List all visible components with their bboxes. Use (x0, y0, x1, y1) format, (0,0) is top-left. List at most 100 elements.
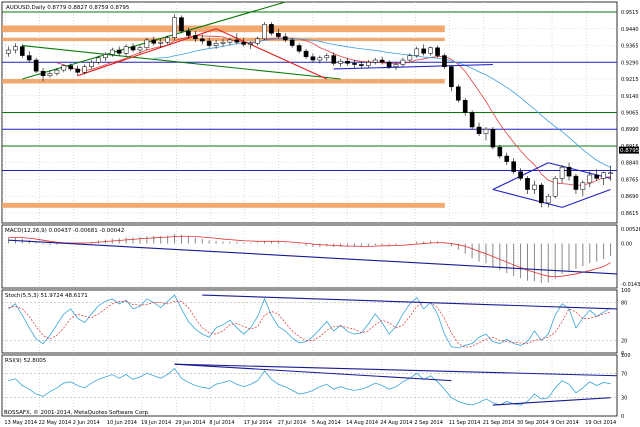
x-tick-label: 2 Jun 2014 (73, 420, 100, 426)
macd-histogram-bar (139, 237, 141, 244)
trend-line (333, 63, 493, 70)
candle-body (75, 68, 80, 73)
candle-body (158, 41, 164, 44)
candle-body (525, 178, 530, 190)
x-tick-label: 8 Jul 2014 (209, 420, 234, 426)
macd-histogram-bar (492, 243, 494, 267)
last-price-marker (619, 146, 639, 154)
candle-body (449, 66, 454, 88)
macd-histogram-bar (125, 237, 127, 244)
macd-histogram-bar (430, 240, 432, 244)
candle-body (220, 41, 226, 44)
macd-histogram-bar (520, 243, 522, 279)
stoch-k-line (8, 294, 611, 349)
macd-trend-line (8, 239, 618, 275)
macd-histogram-bar (298, 243, 300, 245)
candle-body (82, 66, 87, 73)
candle-body (186, 30, 191, 36)
macd-histogram-bar (381, 243, 383, 245)
stoch-y-tick-label: 20 (621, 338, 627, 344)
candle-body (442, 55, 447, 67)
candle-body (428, 47, 433, 54)
macd-histogram-bar (243, 242, 245, 244)
macd-histogram-bar (146, 236, 148, 244)
candle-body (317, 57, 323, 61)
candle-body (400, 59, 406, 65)
x-tick-label: 11 Sep 2014 (449, 420, 481, 426)
candle-body (552, 178, 558, 197)
macd-histogram-bar (506, 243, 508, 274)
candle-body (282, 36, 288, 41)
x-tick-label: 21 Sep 2014 (483, 420, 515, 426)
candle-body (192, 35, 198, 40)
candle-body (103, 54, 108, 59)
macd-histogram-bar (471, 243, 473, 259)
candle-body (601, 172, 606, 179)
y-tick-label: 0.9515 (621, 10, 639, 16)
zone-band (2, 202, 445, 208)
x-tick-label: 22 May 2014 (39, 420, 72, 426)
candle-body (324, 55, 330, 59)
x-tick-label: 13 May 2014 (4, 420, 37, 426)
candlestick-series (6, 14, 613, 208)
macd-histogram-bar (305, 243, 307, 246)
macd-histogram-bar (353, 243, 355, 247)
candle-body (54, 69, 60, 74)
x-tick-label: 10 Jun 2014 (107, 420, 137, 426)
y-tick-label: 0.8840 (621, 161, 639, 167)
macd-histogram-bar (395, 243, 397, 245)
candle-body (213, 43, 219, 46)
candle-body (165, 37, 170, 43)
candle-body (269, 24, 274, 34)
macd-histogram-bar (201, 239, 203, 244)
candle-body (241, 41, 247, 45)
macd-y-tick-label: -0.01438 (621, 282, 640, 288)
macd-histogram-bar (174, 234, 176, 244)
macd-histogram-bar (340, 243, 342, 247)
zone-band (2, 37, 445, 42)
stoch-y-tick-label: 0 (621, 351, 624, 357)
trend-line (492, 188, 563, 208)
macd-histogram-bar (603, 243, 605, 260)
x-tick-label: 5 Aug 2014 (312, 420, 341, 426)
candle-body (68, 65, 74, 70)
candle-body (289, 39, 295, 46)
candle-body (151, 39, 157, 44)
candle-body (116, 49, 122, 54)
candle-body (130, 46, 136, 51)
macd-histogram-bar (464, 243, 466, 254)
candle-body (296, 45, 302, 52)
candle-body (386, 62, 392, 67)
macd-histogram-bar (423, 241, 425, 244)
macd-histogram-bar (526, 243, 528, 281)
stoch-panel (1, 289, 618, 354)
macd-histogram-bar (7, 237, 9, 244)
candle-body (518, 171, 523, 179)
macd-label: MACD(12,26,9) 0.00437 -0.00681 -0.00042 (5, 228, 124, 234)
x-tick-label: 29 Jun 2014 (175, 420, 205, 426)
macd-histogram-bar (388, 243, 390, 246)
macd-histogram-bar (533, 243, 535, 282)
x-tick-label: 30 Sep 2014 (517, 420, 549, 426)
candle-body (573, 175, 579, 190)
candle-body (248, 43, 254, 45)
stoch-y-tick-label: 100 (621, 288, 631, 294)
macd-series (7, 234, 618, 283)
rsi-y-tick-label: 100 (621, 353, 631, 359)
candle-body (511, 161, 516, 172)
stoch-trend-line (202, 294, 618, 310)
rsi-line (8, 367, 611, 406)
y-tick-label: 0.9065 (621, 111, 639, 117)
candle-body (490, 128, 496, 148)
candle-body (587, 174, 593, 184)
y-tick-label: 0.8690 (621, 194, 639, 200)
macd-histogram-bar (547, 243, 549, 283)
macd-histogram-bar (347, 243, 349, 247)
macd-histogram-bar (568, 243, 570, 271)
candle-body (255, 38, 260, 44)
candle-body (109, 49, 115, 55)
y-tick-label: 0.8765 (621, 177, 639, 183)
candle-body (365, 62, 371, 66)
candle-body (96, 57, 101, 63)
macd-histogram-bar (187, 236, 189, 244)
